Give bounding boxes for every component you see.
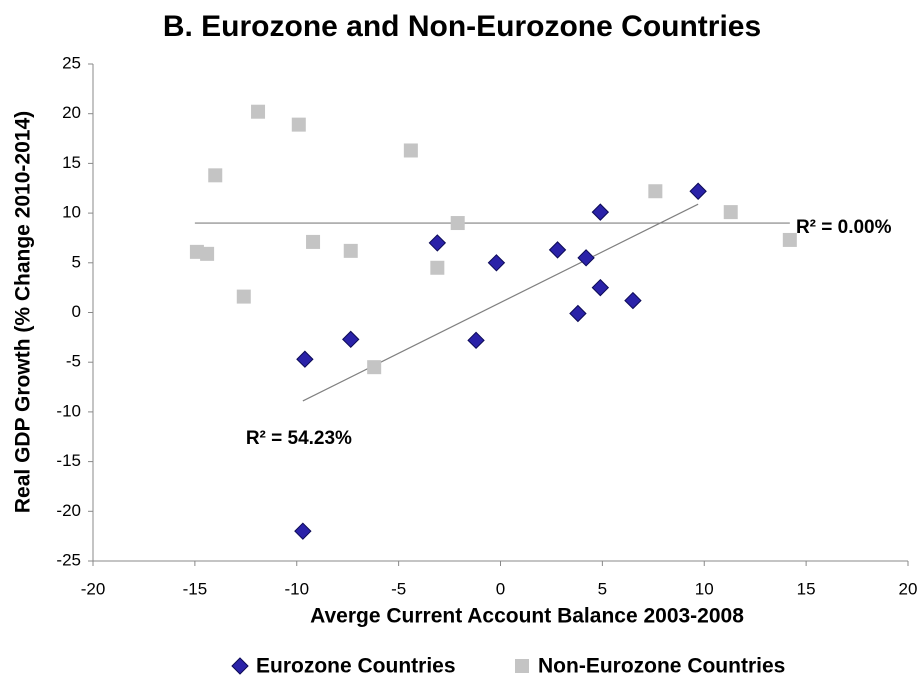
chart-title: B. Eurozone and Non-Eurozone Countries	[163, 10, 761, 43]
point	[208, 168, 223, 183]
point	[342, 330, 360, 349]
point	[548, 241, 567, 259]
legend-marker	[515, 659, 529, 673]
y-tick-label: 20	[62, 103, 81, 122]
x-tick-label: -10	[284, 579, 309, 598]
y-tick-label: -25	[56, 550, 81, 569]
y-axis-title: Real GDP Growth (% Change 2010-2014)	[12, 111, 35, 513]
x-tick-label: 5	[598, 579, 607, 598]
x-tick-label: 0	[496, 579, 505, 598]
point	[450, 216, 465, 231]
point	[723, 205, 738, 220]
trend-label: R² = 54.23%	[246, 428, 352, 449]
point	[591, 203, 610, 221]
point	[367, 360, 382, 375]
trend-label: R² = 0.00%	[796, 217, 892, 238]
y-tick-label: -10	[56, 401, 81, 420]
point	[296, 350, 314, 368]
point	[648, 184, 663, 199]
y-tick-label: 5	[72, 252, 81, 271]
y-tick-label: -5	[66, 352, 81, 371]
point	[428, 234, 447, 252]
point	[306, 234, 321, 249]
point	[624, 291, 642, 310]
point	[236, 289, 251, 304]
point	[291, 117, 306, 132]
x-tick-label: -20	[81, 579, 106, 598]
y-tick-label: 25	[62, 53, 81, 72]
point	[569, 304, 587, 323]
point	[467, 331, 485, 350]
point	[689, 182, 707, 200]
point	[343, 243, 358, 258]
x-tick-label: 20	[899, 579, 918, 598]
y-tick-label: -15	[56, 451, 81, 470]
legend-label: Non-Eurozone Countries	[538, 655, 785, 678]
y-tick-label: 10	[62, 203, 81, 222]
point	[251, 104, 266, 119]
point	[430, 260, 445, 275]
legend-marker	[231, 657, 249, 675]
y-tick-label: 0	[72, 302, 81, 321]
x-tick-label: 10	[695, 579, 714, 598]
y-tick-label: -20	[56, 501, 81, 520]
x-tick-label: -15	[183, 579, 208, 598]
legend-label: Eurozone Countries	[256, 655, 456, 678]
point	[294, 522, 312, 540]
x-axis-title: Averge Current Account Balance 2003-2008	[310, 605, 744, 628]
x-tick-label: 15	[797, 579, 816, 598]
point	[200, 246, 215, 261]
y-tick-label: 15	[62, 153, 81, 172]
point	[577, 249, 595, 267]
point	[487, 254, 506, 272]
point	[782, 232, 797, 247]
point	[403, 143, 418, 158]
point	[591, 278, 610, 297]
x-tick-label: -5	[391, 579, 406, 598]
